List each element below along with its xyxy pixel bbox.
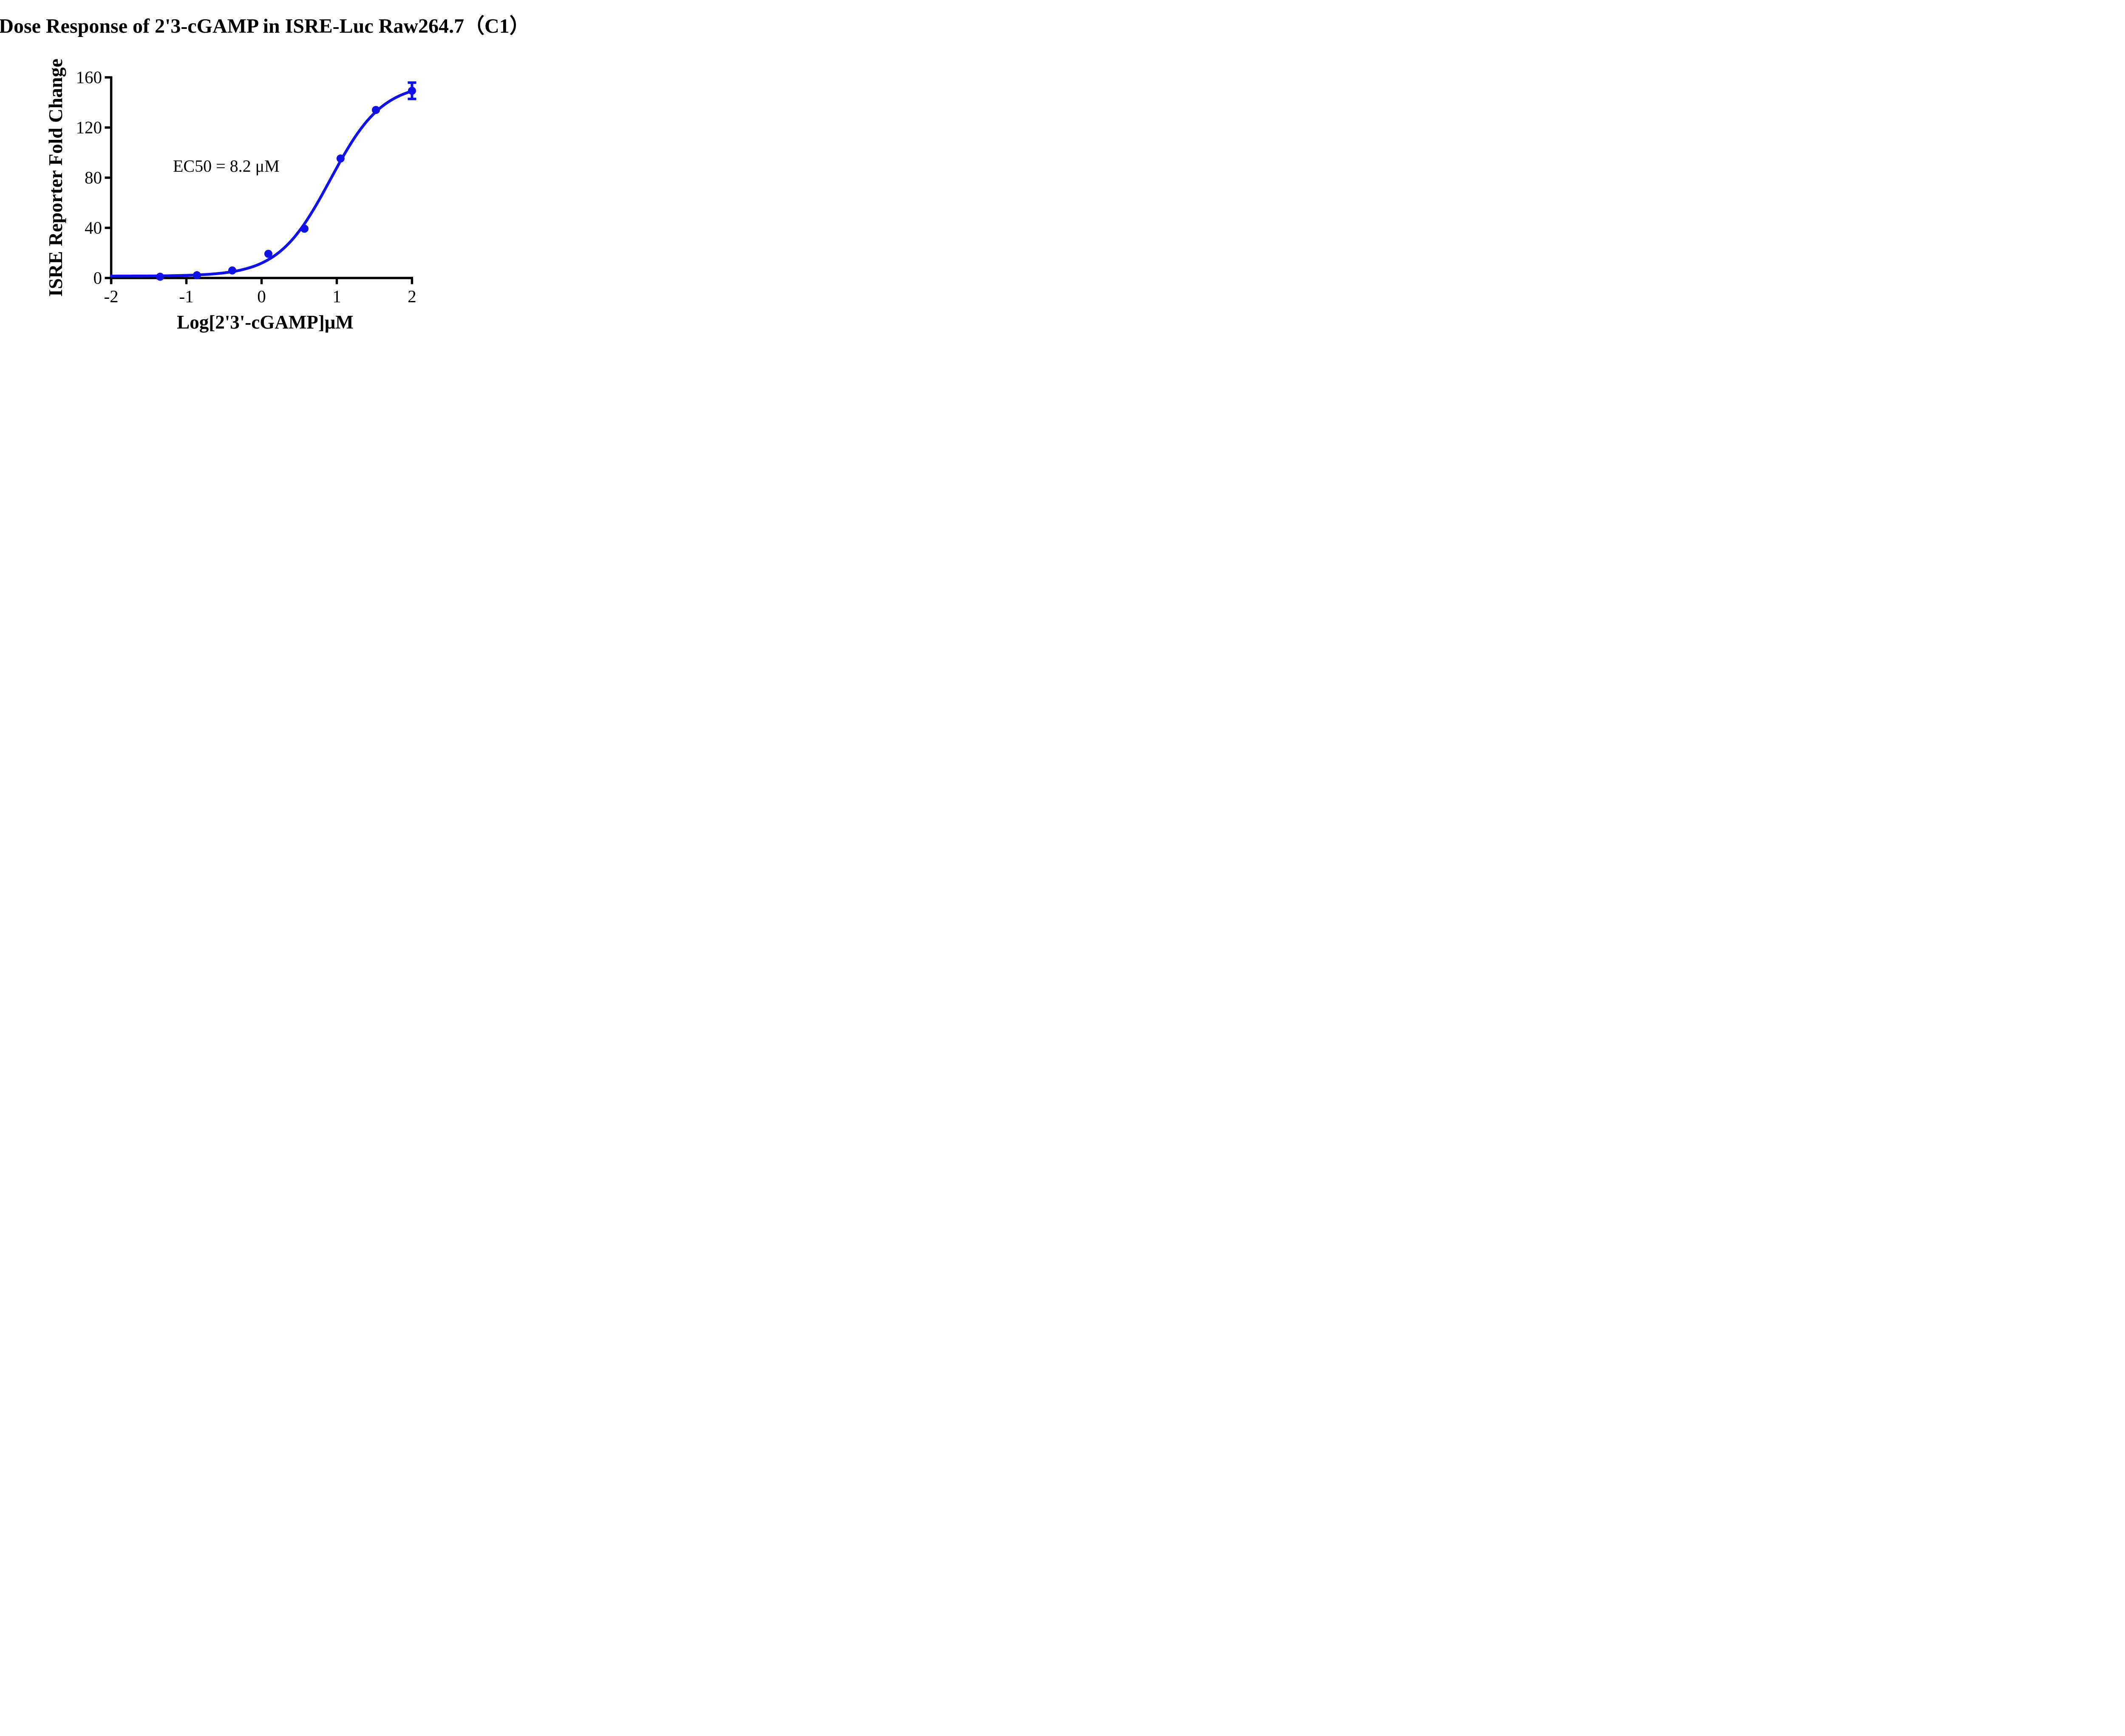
- chart-title: Dose Response of 2'3-cGAMP in ISRE-Luc R…: [0, 15, 524, 37]
- plot-svg: Dose Response of 2'3-cGAMP in ISRE-Luc R…: [0, 15, 524, 333]
- y-tick-label: 80: [85, 168, 102, 187]
- data-point: [156, 272, 164, 281]
- y-tick-label: 120: [76, 118, 102, 137]
- x-tick-label: -2: [104, 286, 119, 306]
- data-point: [228, 266, 236, 275]
- data-point: [264, 250, 272, 258]
- y-tick-label: 0: [94, 268, 102, 288]
- dose-response-curve: [110, 90, 414, 278]
- dose-response-figure: Dose Response of 2'3-cGAMP in ISRE-Luc R…: [0, 0, 524, 347]
- y-tick-label: 160: [76, 68, 102, 87]
- data-point: [193, 271, 201, 280]
- x-tick-label: 2: [408, 286, 416, 306]
- data-point: [408, 87, 416, 95]
- y-tick-label: 40: [85, 218, 102, 238]
- x-tick-label: -1: [179, 286, 193, 306]
- chart-layer: 0 40 80 120 160 -2 -1 0 1 2: [76, 68, 416, 306]
- x-axis-label: Log[2'3'-cGAMP]μM: [177, 312, 353, 333]
- y-axis-label: ISRE Reporter Fold Change: [45, 59, 66, 297]
- data-point: [300, 224, 309, 233]
- x-tick-label: 0: [257, 286, 266, 306]
- ec50-annotation: EC50 = 8.2 μM: [173, 156, 280, 176]
- data-point: [371, 106, 380, 114]
- x-tick-label: 1: [332, 286, 341, 306]
- data-point: [336, 154, 345, 163]
